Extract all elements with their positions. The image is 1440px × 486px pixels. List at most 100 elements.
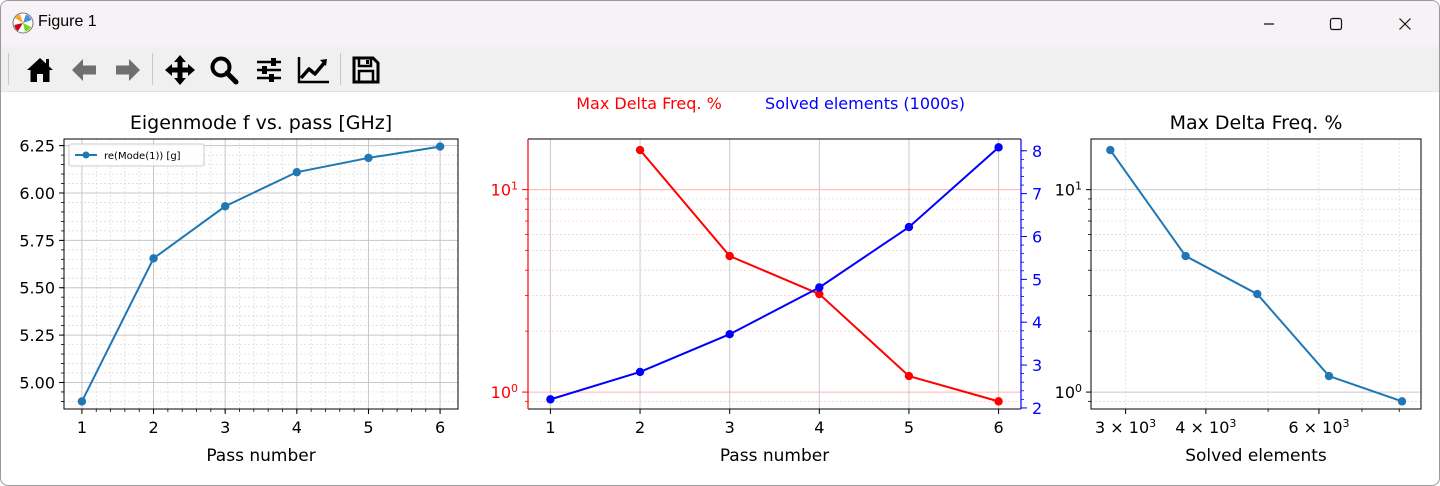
toolbar-separator [340,53,341,85]
data-point [635,145,645,155]
close-button[interactable] [1375,1,1435,47]
right-y-tick-label: 8 [1032,142,1042,161]
x-tick-label: 4 × 103 [1175,417,1236,438]
data-point [77,397,87,406]
figure-plots: 1 2 3 4 5 6 5.00 5.25 5.50 5.75 6.00 6.25 re(Mode(1)… [19,94,1422,466]
right-y-tick-label: 5 [1032,270,1042,289]
x-axis-label: Solved elements [1185,446,1327,466]
series-line [550,146,1000,401]
x-tick-label: 5 [363,418,373,437]
data-point [994,143,1003,152]
configure-subplots-button[interactable] [252,53,286,87]
x-tick-label: 6 [993,418,1003,437]
x-tick-label: 4 [292,418,302,437]
data-point [815,289,824,299]
right-y-tick-label: 6 [1032,228,1042,247]
data-point [364,153,373,163]
data-point [292,167,302,177]
data-point [635,367,645,377]
data-point [725,251,734,261]
x-tick-label: 6 × 103 [1288,417,1349,438]
data-point [1253,289,1262,299]
x-tick-label: 2 [148,418,158,437]
right-y-tick-label: 3 [1032,356,1042,375]
data-point [815,283,824,292]
x-tick-label: 1 [545,418,555,437]
arrow-left-icon [72,59,96,81]
right-y-tick-label: 7 [1032,185,1042,204]
x-tick-label: 5 [904,418,914,437]
data-point [149,254,158,263]
x-tick-label: 1 [77,418,87,437]
title-bar[interactable]: Figure 1 [1,1,1439,47]
x-tick-label: 2 [635,418,645,437]
chart-line-icon [297,57,329,84]
forward-button[interactable] [111,53,145,87]
data-point [1324,371,1334,381]
toolbar-separator [152,53,153,85]
x-tick-label: 4 [814,418,824,437]
data-point [725,330,734,339]
left-y-tick-label: 100 [491,382,518,403]
right-y-tick-label: 2 [1032,399,1042,418]
legend-marker [82,151,90,159]
legend-label: re(Mode(1)) [g] [104,151,181,162]
back-button[interactable] [67,53,101,87]
close-icon [1399,18,1411,30]
pan-button[interactable] [163,53,197,87]
x-tick-label: 3 [220,418,230,437]
data-point [994,397,1003,406]
plot-canvas[interactable]: 1 2 3 4 5 6 5.00 5.25 5.50 5.75 6.00 6.25 re(Mode(1)… [1,91,1439,485]
data-point [904,371,914,381]
y-tick-label: 6.00 [19,184,55,203]
data-point [1397,397,1407,406]
minimize-button[interactable] [1239,1,1299,47]
legend-label-delta-freq: Max Delta Freq. % [576,94,722,113]
data-point [904,222,914,232]
home-button[interactable] [23,53,57,87]
y-tick-label: 5.50 [19,279,55,298]
chart-title: Max Delta Freq. % [1170,112,1343,134]
data-point [1181,251,1190,261]
y-tick-label: 5.25 [19,326,55,345]
x-tick-label: 3 [725,418,735,437]
y-tick-label: 101 [1055,179,1082,200]
legend-box [68,143,205,167]
chart-title: Eigenmode f vs. pass [GHz] [130,112,392,134]
legend-label-solved-elements: Solved elements (1000s) [765,94,965,113]
home-icon [27,58,53,82]
arrow-right-icon [116,59,140,81]
window-title: Figure 1 [38,13,97,30]
data-point [435,142,445,151]
y-tick-label: 100 [1055,382,1082,403]
y-tick-label: 5.00 [19,373,55,392]
edit-axes-button[interactable] [296,53,330,87]
data-point [1106,145,1115,155]
x-axis-label: Pass number [720,446,829,466]
axes-frame [1090,138,1422,410]
floppy-disk-icon [352,56,380,84]
save-button[interactable] [349,53,383,87]
data-point [220,202,230,211]
right-y-tick-label: 4 [1032,313,1042,332]
axes-frame [63,138,459,410]
maximize-button[interactable] [1306,1,1366,47]
x-axis-label: Pass number [206,446,315,466]
left-y-tick-label: 101 [491,179,518,200]
toolbar-grip [8,53,9,85]
series-line [1109,149,1403,403]
x-tick-label: 3 × 103 [1095,417,1156,438]
move-icon [165,55,195,85]
sliders-icon [257,58,281,82]
zoom-button[interactable] [207,53,241,87]
x-tick-label: 6 [435,418,445,437]
y-tick-label: 5.75 [19,231,55,250]
matplotlib-logo-icon [12,12,34,34]
series-line [81,145,441,402]
data-point [546,395,555,404]
navigation-toolbar [1,47,1439,92]
magnifier-icon [210,56,239,85]
y-tick-label: 6.25 [19,137,55,156]
minimize-icon [1264,23,1274,25]
